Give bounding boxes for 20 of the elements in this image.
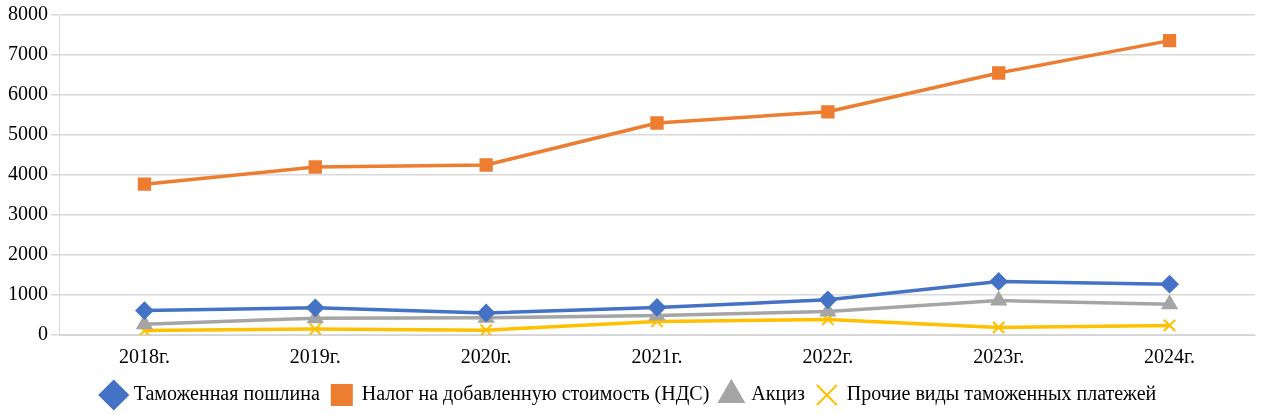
y-tick-label: 6000 [8, 82, 48, 105]
y-tick-label: 3000 [8, 202, 48, 225]
x-tick-label: 2022г. [802, 345, 854, 368]
legend-label: Прочие виды таможенных платежей [846, 382, 1157, 406]
y-tick-label: 5000 [8, 122, 48, 145]
y-tick-label: 4000 [8, 162, 48, 185]
y-tick-label: 7000 [8, 42, 48, 65]
legend-label: Таможенная пошлина [133, 382, 320, 405]
y-tick-label: 2000 [8, 242, 48, 265]
x-tick-label: 2018г. [118, 345, 170, 368]
y-tick-label: 8000 [8, 2, 48, 25]
legend-label: Налог на добавленную стоимость (НДС) [361, 382, 710, 406]
legend-label: Акциз [751, 382, 805, 406]
x-tick-label: 2019г. [289, 345, 341, 368]
y-tick-label: 0 [38, 322, 48, 345]
x-tick-label: 2021г. [631, 345, 683, 368]
x-tick-label: 2024г. [1144, 345, 1196, 368]
x-tick-label: 2023г. [973, 345, 1025, 368]
y-tick-label: 1000 [8, 282, 48, 305]
x-tick-label: 2020г. [460, 345, 512, 368]
